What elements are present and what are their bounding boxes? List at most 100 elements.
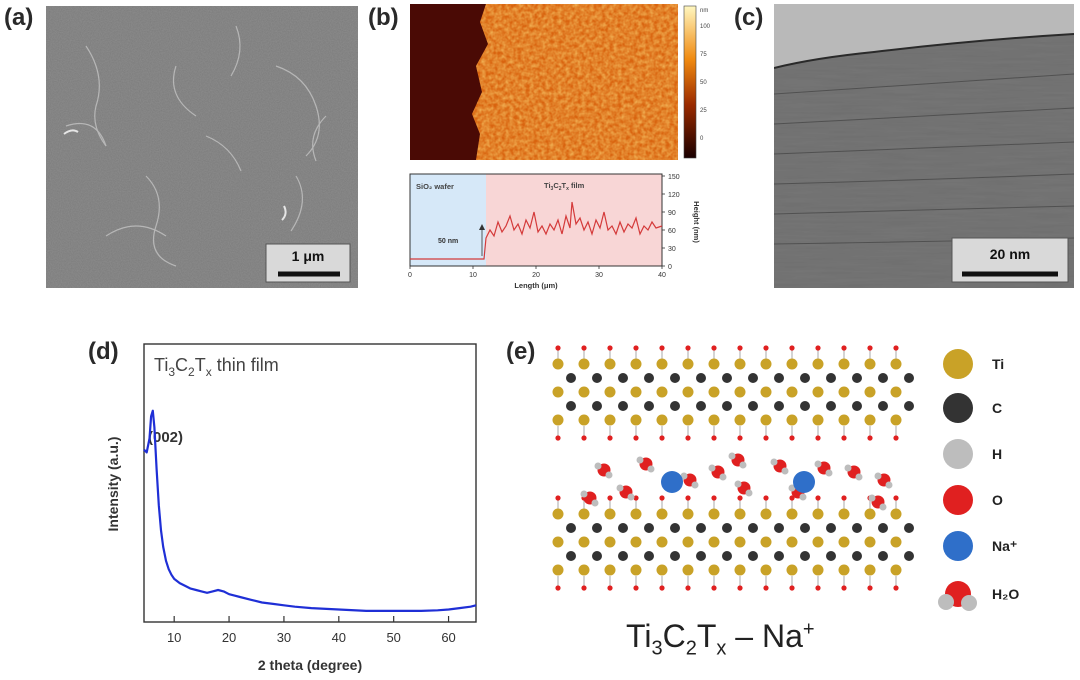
carbon-atom xyxy=(592,523,602,533)
oxygen-atom xyxy=(737,495,743,501)
titanium-atom xyxy=(812,564,824,576)
titanium-atom xyxy=(864,358,876,370)
titanium-atom xyxy=(578,358,590,370)
titanium-atom xyxy=(656,414,668,426)
colorbar-tick: 25 xyxy=(700,108,707,114)
legend-label-c: C xyxy=(992,400,1003,416)
water-hydrogen xyxy=(594,462,602,470)
titanium-atom xyxy=(630,386,642,398)
titanium-atom xyxy=(708,414,720,426)
titanium-atom xyxy=(760,358,772,370)
profile-region-right: Ti3C2Tx film xyxy=(544,181,585,192)
carbon-atom xyxy=(774,523,784,533)
titanium-atom xyxy=(630,536,642,548)
titanium-atom xyxy=(786,564,798,576)
titanium-atom xyxy=(578,386,590,398)
carbon-atom xyxy=(696,373,706,383)
profile-xtick: 30 xyxy=(595,272,603,279)
xrd-ylabel: Intensity (a.u.) xyxy=(105,437,121,532)
legend-symbols xyxy=(938,349,977,611)
titanium-atom xyxy=(552,414,564,426)
titanium-atom xyxy=(604,358,616,370)
water-hydrogen xyxy=(879,503,887,511)
oxygen-atom xyxy=(893,495,899,501)
titanium-atom xyxy=(812,358,824,370)
titanium-atom xyxy=(864,414,876,426)
carbon-atom xyxy=(722,523,732,533)
profile-step-label: 50 nm xyxy=(438,238,458,245)
carbon-atom xyxy=(644,401,654,411)
titanium-atom xyxy=(708,508,720,520)
titanium-atom xyxy=(734,508,746,520)
titanium-atom xyxy=(578,414,590,426)
sodium-ion xyxy=(793,471,815,493)
carbon-atom xyxy=(904,373,914,383)
carbon-atom xyxy=(826,523,836,533)
afm-image xyxy=(410,4,678,160)
legend-swatch xyxy=(943,485,973,515)
profile-region-left: SiO₂ wafer xyxy=(416,182,454,191)
titanium-atom xyxy=(786,358,798,370)
legend-swatch xyxy=(943,531,973,561)
carbon-atom xyxy=(904,551,914,561)
oxygen-atom xyxy=(789,585,795,591)
carbon-atom xyxy=(852,401,862,411)
water-hydrogen xyxy=(728,452,736,460)
carbon-atom xyxy=(696,551,706,561)
titanium-atom xyxy=(760,386,772,398)
oxygen-atom xyxy=(893,345,899,351)
carbon-atom xyxy=(566,373,576,383)
carbon-atom xyxy=(618,523,628,533)
oxygen-atom xyxy=(841,345,847,351)
oxygen-atom xyxy=(659,435,665,441)
water-hydrogen xyxy=(680,472,688,480)
titanium-atom xyxy=(604,414,616,426)
profile-ytick: 30 xyxy=(668,246,676,253)
titanium-atom xyxy=(890,536,902,548)
oxygen-atom xyxy=(685,345,691,351)
carbon-atom xyxy=(566,523,576,533)
titanium-atom xyxy=(734,386,746,398)
profile-ytick: 90 xyxy=(668,210,676,217)
titanium-atom xyxy=(682,414,694,426)
profile-xtick: 0 xyxy=(408,272,412,279)
oxygen-atom xyxy=(607,495,613,501)
panel-label-b: (b) xyxy=(368,4,399,31)
titanium-atom xyxy=(656,508,668,520)
oxygen-atom xyxy=(815,435,821,441)
oxygen-atom xyxy=(633,345,639,351)
titanium-atom xyxy=(552,358,564,370)
titanium-atom xyxy=(734,358,746,370)
carbon-atom xyxy=(800,401,810,411)
titanium-atom xyxy=(760,564,772,576)
oxygen-atom xyxy=(607,585,613,591)
profile-ytick: 0 xyxy=(668,264,672,271)
water-hydrogen xyxy=(691,481,699,489)
carbon-atom xyxy=(670,401,680,411)
titanium-atom xyxy=(708,564,720,576)
profile-ytick: 120 xyxy=(668,192,680,199)
oxygen-atom xyxy=(737,345,743,351)
titanium-atom xyxy=(708,358,720,370)
titanium-atom xyxy=(734,536,746,548)
oxygen-atom xyxy=(841,435,847,441)
titanium-atom xyxy=(604,564,616,576)
titanium-atom xyxy=(812,414,824,426)
oxygen-atom xyxy=(581,585,587,591)
titanium-atom xyxy=(812,386,824,398)
legend-label-h: H xyxy=(992,446,1003,462)
tem-scalebar-label: 20 nm xyxy=(989,246,1031,262)
titanium-atom xyxy=(838,386,850,398)
oxygen-atom xyxy=(789,435,795,441)
colorbar-tick: 50 xyxy=(700,80,707,86)
oxygen-atom xyxy=(763,345,769,351)
water-hydrogen xyxy=(781,467,789,475)
titanium-atom xyxy=(630,414,642,426)
colorbar-tick: 100 xyxy=(700,24,711,30)
legend-label-na: Na⁺ xyxy=(992,538,1018,554)
titanium-atom xyxy=(604,386,616,398)
profile-xtick: 40 xyxy=(658,272,666,279)
oxygen-atom xyxy=(867,345,873,351)
carbon-atom xyxy=(670,523,680,533)
titanium-atom xyxy=(682,358,694,370)
